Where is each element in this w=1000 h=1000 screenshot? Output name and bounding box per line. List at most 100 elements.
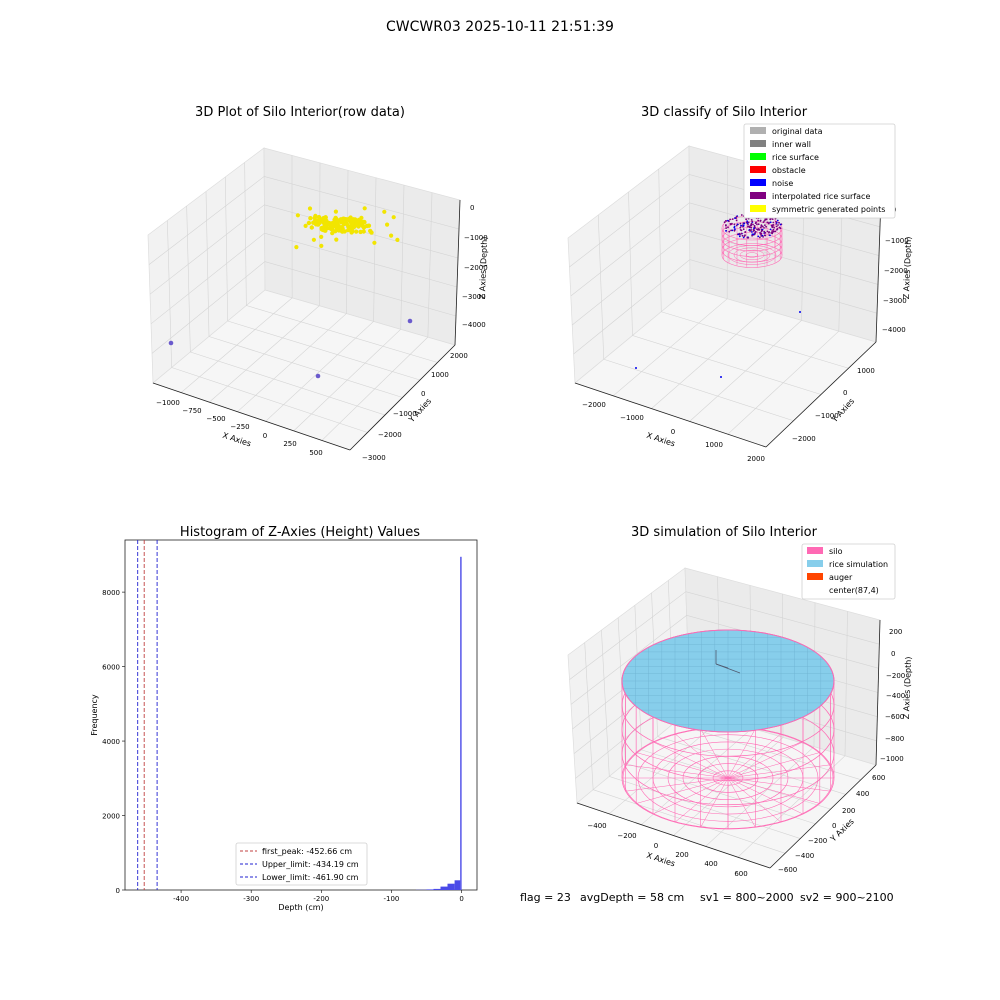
grid-line bbox=[570, 615, 879, 705]
silo-ring bbox=[733, 247, 771, 263]
silo-ring bbox=[727, 245, 777, 265]
legend-swatch bbox=[807, 573, 823, 580]
data-point bbox=[747, 225, 749, 228]
data-point bbox=[308, 216, 313, 221]
grid-line bbox=[150, 232, 458, 325]
data-point bbox=[760, 232, 763, 235]
data-point bbox=[314, 220, 319, 225]
x-tick-label: −1000 bbox=[156, 399, 180, 407]
data-point bbox=[777, 224, 779, 226]
data-point bbox=[739, 233, 741, 236]
legend-swatch bbox=[750, 166, 766, 173]
data-point bbox=[336, 228, 342, 233]
data-point bbox=[752, 233, 755, 236]
data-point bbox=[768, 231, 770, 233]
legend: original data inner wall rice surface obsta… bbox=[743, 123, 896, 219]
legend-label: obstacle bbox=[772, 166, 806, 175]
x-tick-label: -100 bbox=[384, 895, 400, 903]
sv1-text: sv1 = 800~2000 bbox=[700, 891, 794, 904]
data-point bbox=[728, 230, 731, 233]
data-point bbox=[768, 221, 770, 224]
data-point bbox=[725, 230, 727, 232]
legend-label: interpolated rice surface bbox=[772, 192, 870, 201]
x-tick-label: 0 bbox=[459, 895, 463, 903]
data-point bbox=[168, 340, 174, 346]
z-tick-label: −800 bbox=[885, 735, 904, 743]
silo-spoke bbox=[727, 777, 820, 804]
data-point bbox=[353, 218, 359, 223]
data-point bbox=[750, 219, 753, 221]
data-point bbox=[737, 233, 740, 236]
data-point bbox=[753, 227, 755, 230]
data-point bbox=[760, 234, 763, 236]
histogram-bars bbox=[416, 556, 462, 890]
y-axis-line bbox=[765, 341, 877, 448]
data-point bbox=[751, 231, 753, 233]
data-point bbox=[743, 222, 745, 225]
grid-line bbox=[318, 162, 321, 306]
data-point bbox=[740, 232, 743, 235]
silo-spoke bbox=[625, 764, 729, 779]
data-point bbox=[725, 220, 727, 222]
silo-spoke bbox=[727, 777, 756, 828]
data-point bbox=[735, 224, 738, 227]
silo-spoke bbox=[727, 728, 756, 779]
data-point bbox=[727, 226, 729, 229]
y-tick-labels: −3000 −2000 −1000 0 1000 2000 bbox=[362, 352, 468, 462]
data-point bbox=[778, 221, 780, 224]
data-point bbox=[761, 225, 764, 228]
z-tick-label: −4000 bbox=[462, 321, 486, 329]
x-axis-label: Depth (cm) bbox=[278, 903, 323, 912]
legend: first_peak: -452.66 cm Upper_limit: -434.… bbox=[235, 842, 368, 886]
legend-label: rice surface bbox=[772, 153, 819, 162]
grid-line bbox=[171, 367, 368, 433]
data-point bbox=[328, 226, 334, 231]
data-point bbox=[725, 227, 727, 230]
histogram-bar bbox=[440, 886, 448, 890]
x-tick-label: −1000 bbox=[620, 414, 644, 422]
data-point bbox=[753, 224, 756, 227]
x-axis-label: X Axies bbox=[221, 431, 252, 449]
data-point bbox=[735, 219, 738, 222]
data-point bbox=[769, 221, 772, 224]
data-point bbox=[740, 214, 743, 216]
grid-line bbox=[148, 176, 460, 265]
silo-spoke bbox=[727, 741, 804, 779]
data-point bbox=[325, 221, 330, 226]
grid-line bbox=[597, 214, 605, 360]
x-tick-label: 600 bbox=[734, 870, 747, 878]
x-tick-label: 2000 bbox=[747, 455, 765, 463]
x-tick-label: -200 bbox=[313, 895, 329, 903]
grid-line bbox=[149, 204, 459, 295]
data-point bbox=[738, 235, 741, 238]
figure-suptitle: CWCWR03 2025-10-11 21:51:39 bbox=[386, 19, 614, 35]
x-tick-label: 400 bbox=[704, 860, 717, 868]
grid-lines bbox=[569, 156, 881, 435]
legend-label: center(87,4) bbox=[829, 586, 879, 595]
z-axis-line bbox=[875, 619, 881, 766]
legend-label: Lower_limit: -461.90 cm bbox=[262, 873, 359, 882]
data-point bbox=[761, 229, 763, 232]
y-axis-label: Y Axies bbox=[829, 397, 856, 425]
grid-line bbox=[628, 191, 633, 336]
sv2-text: sv2 = 900~2100 bbox=[800, 891, 894, 904]
x-axis-line bbox=[152, 382, 351, 451]
legend-label: symmetric generated points bbox=[772, 205, 885, 214]
x-tick-label: 250 bbox=[283, 440, 296, 448]
data-point bbox=[739, 222, 742, 225]
data-point bbox=[763, 230, 766, 233]
data-point bbox=[303, 223, 308, 228]
data-point bbox=[331, 221, 336, 226]
data-point bbox=[776, 228, 779, 230]
legend-swatch bbox=[807, 560, 823, 567]
data-point bbox=[750, 222, 753, 225]
legend-box bbox=[743, 123, 896, 219]
data-point bbox=[395, 237, 400, 242]
grid-line bbox=[673, 722, 861, 781]
chart-title: Histogram of Z-Axies (Height) Values bbox=[180, 525, 420, 540]
histogram-bar bbox=[460, 556, 462, 890]
grid-line bbox=[346, 170, 349, 314]
y-tick-label: 0 bbox=[116, 887, 120, 895]
grid-line bbox=[737, 755, 846, 858]
data-point bbox=[753, 229, 756, 232]
